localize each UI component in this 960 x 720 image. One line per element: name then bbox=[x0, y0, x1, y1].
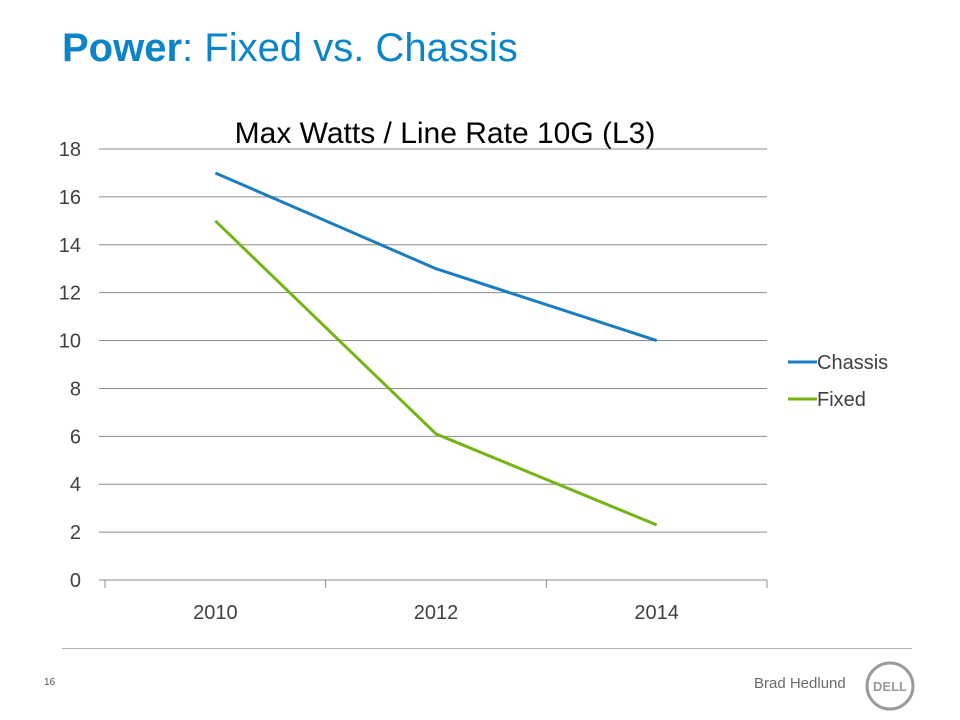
x-tick-label: 2012 bbox=[414, 602, 459, 624]
series-line-fixed bbox=[214, 219, 658, 527]
y-tick-label: 10 bbox=[59, 331, 81, 353]
y-tick-label: 12 bbox=[59, 283, 81, 305]
x-tick-label: 2014 bbox=[634, 602, 679, 624]
y-tick-label: 2 bbox=[70, 522, 81, 544]
gridlines bbox=[99, 148, 767, 533]
y-tick-label: 14 bbox=[59, 235, 81, 257]
y-tick-label: 8 bbox=[70, 378, 81, 400]
x-tick-label: 2010 bbox=[193, 602, 238, 624]
y-tick-label: 18 bbox=[59, 139, 81, 161]
footer-divider bbox=[62, 648, 912, 649]
series-lines bbox=[214, 171, 658, 527]
dell-logo-text: DELL bbox=[873, 679, 907, 694]
y-tick-label: 4 bbox=[70, 474, 81, 496]
author-name: Brad Hedlund bbox=[754, 675, 846, 692]
legend: Chassis Fixed bbox=[788, 352, 888, 411]
y-tick-label: 6 bbox=[70, 426, 81, 448]
dell-logo: DELL bbox=[865, 661, 915, 711]
slide-title-rest: : Fixed vs. Chassis bbox=[182, 26, 518, 70]
slide-title-bold: Power bbox=[62, 26, 183, 70]
legend-label-fixed: Fixed bbox=[817, 389, 866, 411]
series-line-chassis bbox=[214, 171, 658, 342]
axes: 0 2 4 6 8 10 12 14 16 18 2010 2012 2014 bbox=[59, 139, 768, 624]
line-chart: Max Watts / Line Rate 10G (L3) 0 2 4 6 8 10 12… bbox=[59, 117, 888, 624]
page-number: 16 bbox=[44, 677, 56, 688]
y-tick-label: 0 bbox=[70, 570, 81, 592]
legend-label-chassis: Chassis bbox=[817, 352, 888, 374]
slide-title: Power: Fixed vs. Chassis bbox=[62, 24, 518, 72]
chart-title: Max Watts / Line Rate 10G (L3) bbox=[235, 117, 656, 150]
y-tick-label: 16 bbox=[59, 187, 81, 209]
